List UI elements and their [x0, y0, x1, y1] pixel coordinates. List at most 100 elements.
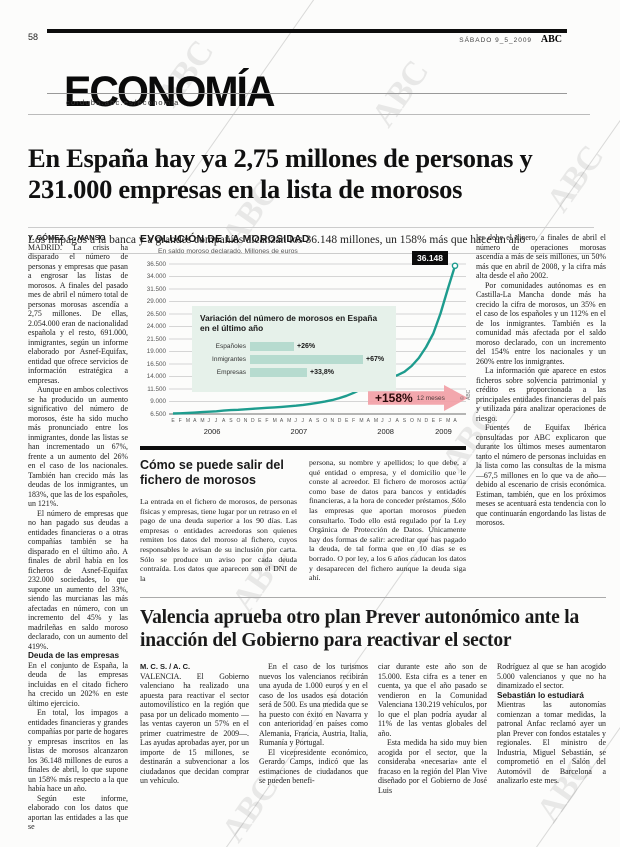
y-axis-tick: 29.000: [146, 298, 166, 305]
x-axis-month: N: [243, 418, 248, 424]
inset-bar: [250, 368, 307, 377]
chart-plot-area: 36.148 Variación del número de morosos e…: [140, 251, 472, 436]
infobox-text-2: persona, su nombre y apellidos; lo que d…: [309, 458, 466, 583]
y-axis-tick: 14.000: [146, 373, 166, 380]
paragraph: El vicepresidente económico, Gerardo Cam…: [259, 747, 368, 786]
main-area: EVOLUCIÓN DE LA MOROSIDAD En saldo moros…: [140, 233, 606, 832]
y-axis-tick: 34.000: [146, 273, 166, 280]
x-axis-year: 2008: [377, 427, 394, 436]
header-rule: [47, 29, 567, 33]
infobox-salir-fichero: Cómo se puede salir del fichero de moros…: [140, 446, 466, 583]
x-axis-year: 2009: [435, 427, 452, 436]
deck-divider-2: [28, 252, 594, 254]
valencia-col1: M. C. S. / A. C. VALENCIA. El Gobierno v…: [140, 662, 249, 795]
inset-bar-row: Inmigrantes +67%: [200, 353, 388, 366]
morosidad-chart: EVOLUCIÓN DE LA MOROSIDAD En saldo moros…: [140, 233, 472, 436]
paragraph: ciar durante este año son de 15.000. Est…: [378, 662, 487, 738]
paragraph: VALENCIA. El Gobierno valenciano ha real…: [140, 671, 249, 786]
x-axis-month: M: [359, 418, 364, 424]
x-axis-month: A: [279, 418, 284, 424]
x-axis-month: A: [395, 418, 399, 424]
inset-bar-row: Españoles +26%: [200, 340, 388, 353]
x-axis-year: 2007: [290, 427, 308, 436]
date-text: SÁBADO 9_5_2009: [459, 37, 533, 44]
paragraph: Aunque en ambos colectivos se ha produci…: [28, 385, 128, 508]
x-axis-month: O: [236, 418, 241, 424]
right-column: les debe el dinero, a finales de abril e…: [476, 233, 606, 583]
x-axis-month: E: [344, 418, 349, 424]
paragraph: Rodríguez al que se han acogido 5.000 va…: [497, 662, 606, 691]
valencia-byline: M. C. S. / A. C.: [140, 662, 191, 672]
x-axis-month: J: [388, 418, 391, 424]
peak-value-tag: 36.148: [412, 251, 448, 265]
inset-bar-value: +67%: [366, 356, 385, 363]
paragraph: Fuentes de Equifax Ibérica consultadas p…: [476, 423, 606, 527]
x-axis-month: E: [258, 418, 262, 424]
paragraph: les debe el dinero, a finales de abril e…: [476, 233, 606, 280]
brand-logo: ABC: [540, 34, 562, 45]
center-column: EVOLUCIÓN DE LA MOROSIDAD En saldo moros…: [140, 233, 472, 583]
inset-title: Variación del número de morosos en Españ…: [200, 313, 378, 333]
inset-bar: [250, 355, 363, 364]
paragraph: MADRID. La crisis ha disparado el número…: [28, 242, 128, 385]
chart-subtitle: En saldo moroso declarado. Millones de e…: [158, 248, 298, 255]
x-axis-month: S: [402, 418, 407, 424]
paragraph: Según este informe, elaborado con los da…: [28, 793, 128, 832]
left-column: Y. GÓMEZ, C. MANSO MADRID. La crisis ha …: [28, 233, 128, 832]
y-axis-tick: 31.500: [146, 285, 166, 293]
section-url-link[interactable]: cordoba.abc.es/economia: [66, 98, 180, 107]
x-axis-month: S: [316, 418, 320, 424]
x-axis-month: J: [214, 418, 218, 424]
valencia-col3: ciar durante este año son de 15.000. Est…: [378, 662, 487, 795]
x-axis-month: J: [294, 418, 297, 424]
inset-bar-label: Españoles: [215, 343, 246, 350]
inset-bars: Españoles +26% Inmigrantes +67% Empresas +33,…: [200, 340, 388, 379]
main-headline: En España hay ya 2,75 millones de person…: [28, 142, 533, 204]
x-axis-month: F: [438, 418, 442, 424]
x-axis-month: M: [200, 418, 205, 424]
paragraph: En total, los impagos a entidades financ…: [28, 708, 128, 793]
x-axis-month: A: [308, 418, 313, 424]
change-annotation: +158% 12 meses: [368, 385, 468, 411]
valencia-col4: Rodríguez al que se han acogido 5.000 va…: [497, 662, 606, 795]
headline-block: En España hay ya 2,75 millones de person…: [28, 121, 594, 254]
deck: Los impagos a la banca y a grandes compa…: [28, 233, 526, 246]
x-axis-month: D: [337, 418, 342, 424]
paragraph: En el conjunto de España, la deuda de la…: [28, 660, 128, 708]
inset-bar-row: Empresas +33,8%: [200, 366, 388, 379]
x-axis-month: A: [193, 418, 197, 424]
header-divider: [47, 93, 567, 94]
x-axis-month: M: [373, 418, 379, 424]
x-axis-month: N: [330, 418, 335, 424]
y-axis-tick: 9.000: [150, 398, 166, 405]
inset-bar-label: Inmigrantes: [212, 356, 246, 363]
y-axis-tick: 26.500: [146, 310, 166, 318]
inset-bar-value: +26%: [297, 343, 316, 350]
x-axis-month: D: [424, 418, 429, 424]
x-axis-month: O: [323, 418, 328, 424]
inset-bar-value: +33,8%: [310, 369, 334, 376]
x-axis-month: M: [446, 418, 451, 424]
x-axis-month: F: [352, 418, 356, 424]
y-axis-tick: 24.000: [146, 323, 166, 330]
subhead-sebastian: Sebastián lo estudiará: [497, 690, 584, 700]
change-percent: +158%: [375, 391, 413, 405]
x-axis-month: J: [207, 418, 211, 424]
y-axis-tick: 36.500: [146, 260, 166, 268]
paragraph: En el caso de los turismos nuevos los va…: [259, 662, 368, 748]
page-number: 58: [28, 32, 39, 42]
infobox-col2: persona, su nombre y apellidos; lo que d…: [309, 458, 466, 583]
x-axis-month: N: [417, 418, 421, 424]
subhead-deuda-empresas: Deuda de las empresas: [28, 651, 120, 660]
valencia-story: Valencia aprueba otro plan Prever autonó…: [140, 597, 606, 795]
x-axis-month: E: [431, 418, 436, 424]
valencia-headline: Valencia aprueba otro plan Prever autonó…: [140, 607, 579, 651]
inset-bar-chart: Variación del número de morosos en Españ…: [192, 306, 396, 392]
x-axis-month: J: [381, 418, 384, 424]
infobox-text-1: La entrada en el fichero de morosos, de …: [140, 497, 297, 583]
x-axis-month: M: [272, 418, 277, 424]
x-axis-month: A: [222, 418, 226, 424]
valencia-col2: En el caso de los turismos nuevos los va…: [259, 662, 368, 795]
deck-divider: [28, 226, 594, 228]
x-axis-month: A: [453, 418, 457, 424]
